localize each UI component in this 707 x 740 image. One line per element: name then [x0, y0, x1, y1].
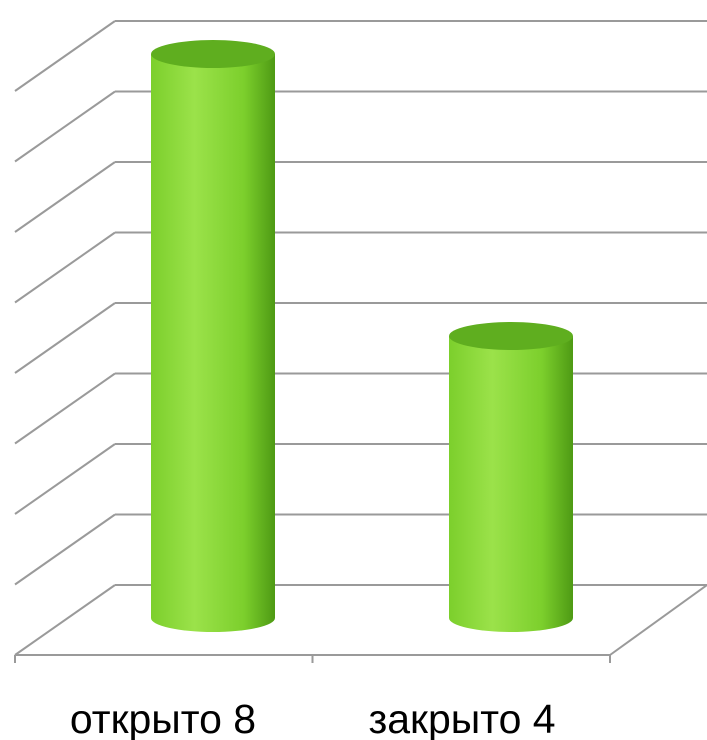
- bars-layer: [151, 40, 573, 632]
- bar-1: [151, 40, 275, 632]
- floor-right-edge: [609, 584, 707, 656]
- bar-2-top: [449, 322, 573, 350]
- side-gridline-8: [14, 20, 116, 92]
- grid-layer: [14, 20, 707, 663]
- side-gridline-0: [14, 584, 116, 656]
- side-gridline-1: [14, 513, 116, 586]
- side-gridline-5: [14, 231, 116, 304]
- category-label-1: открыто 8: [70, 696, 256, 740]
- bar-1-top: [151, 40, 275, 68]
- side-gridline-4: [14, 302, 116, 374]
- side-gridline-7: [14, 90, 116, 163]
- side-gridline-6: [14, 161, 116, 233]
- category-labels: открыто 8 закрыто 4: [70, 696, 556, 740]
- side-gridline-3: [14, 372, 116, 445]
- bar-2: [449, 322, 573, 632]
- side-gridline-2: [14, 443, 116, 515]
- category-label-2: закрыто 4: [368, 696, 555, 740]
- bar-1-body: [151, 54, 275, 632]
- bar-2-body: [449, 336, 573, 632]
